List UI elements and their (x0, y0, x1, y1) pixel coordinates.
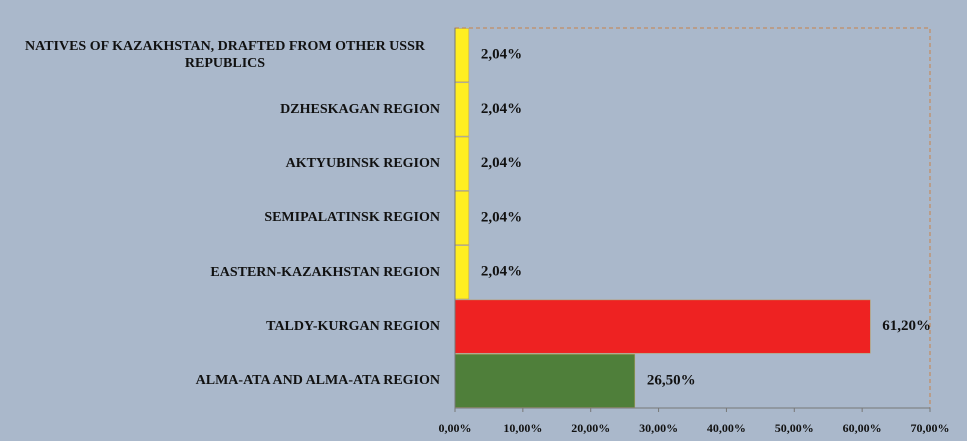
value-label: 61,20% (882, 318, 931, 334)
y-tick-label: NATIVES OF KAZAKHSTAN, DRAFTED FROM OTHE… (25, 39, 425, 72)
x-tick-label: 30,00% (639, 421, 678, 435)
category-label-box: SEMIPALATINSK REGION (0, 191, 440, 245)
category-label-box: DZHESKAGAN REGION (0, 82, 440, 136)
bar (454, 353, 636, 408)
bar (454, 245, 470, 300)
category-label-box: NATIVES OF KAZAKHSTAN, DRAFTED FROM OTHE… (0, 28, 440, 82)
value-label: 2,04% (481, 47, 522, 63)
y-tick-label: EASTERN-KAZAKHSTAN REGION (210, 264, 440, 280)
y-tick-label: ALMA-ATA AND ALMA-ATA REGION (195, 373, 440, 389)
bar (454, 136, 470, 191)
x-tick-label: 10,00% (503, 421, 542, 435)
bar (454, 28, 470, 83)
x-tick-label: 60,00% (843, 421, 882, 435)
value-label: 2,04% (481, 209, 522, 225)
value-label: 2,04% (481, 155, 522, 171)
x-tick-label: 50,00% (775, 421, 814, 435)
bar (454, 299, 871, 354)
category-label-box: AKTYUBINSK REGION (0, 137, 440, 191)
y-tick-label: AKTYUBINSK REGION (285, 156, 440, 172)
x-tick-label: 40,00% (707, 421, 746, 435)
value-label: 26,50% (647, 372, 696, 388)
category-label-box: EASTERN-KAZAKHSTAN REGION (0, 245, 440, 299)
x-tick-label: 70,00% (911, 421, 950, 435)
x-tick-label: 0,00% (439, 421, 472, 435)
category-label-box: TALDY-KURGAN REGION (0, 299, 440, 353)
y-tick-label: DZHESKAGAN REGION (280, 101, 440, 117)
category-label-box: ALMA-ATA AND ALMA-ATA REGION (0, 354, 440, 408)
x-tick-label: 20,00% (571, 421, 610, 435)
bar (454, 191, 470, 245)
bar (454, 82, 470, 137)
y-tick-label: SEMIPALATINSK REGION (264, 210, 440, 226)
value-label: 2,04% (481, 101, 522, 117)
y-tick-label: TALDY-KURGAN REGION (266, 319, 440, 335)
value-label: 2,04% (481, 264, 522, 280)
